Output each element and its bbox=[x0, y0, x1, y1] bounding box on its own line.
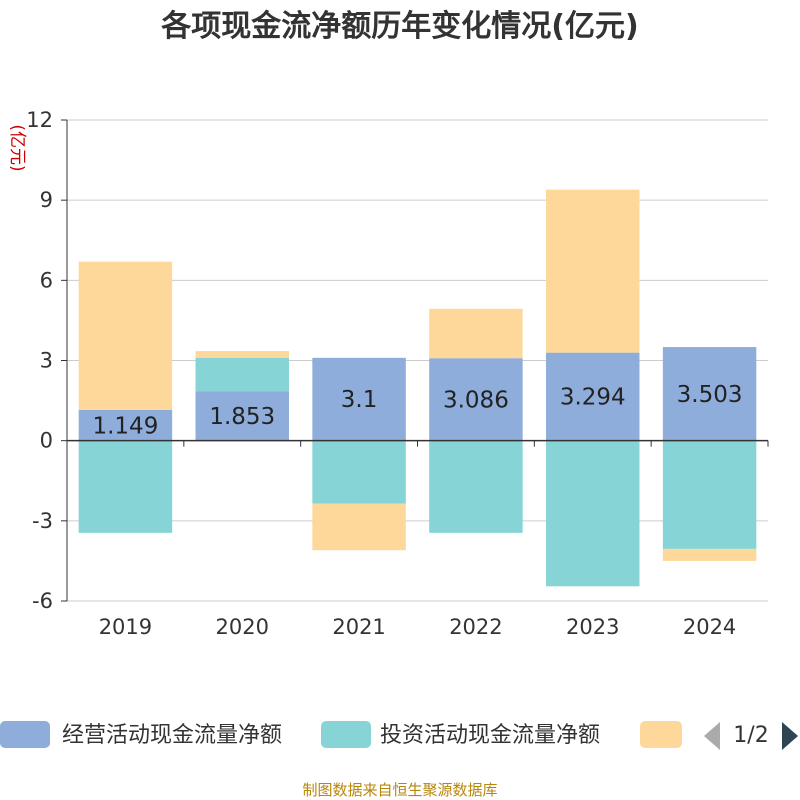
legend: 经营活动现金流量净额 投资活动现金流量净额 1/2 bbox=[0, 721, 798, 750]
x-tick-label: 2024 bbox=[683, 615, 736, 639]
bar-investing-2019[interactable] bbox=[78, 440, 173, 533]
bar-operating-2024[interactable] bbox=[662, 347, 757, 441]
legend-swatch-financing[interactable] bbox=[640, 721, 682, 748]
bar-operating-2021[interactable] bbox=[312, 357, 406, 441]
bar-operating-2019[interactable] bbox=[78, 409, 173, 441]
y-tick-label: -3 bbox=[32, 509, 53, 533]
data-label-2019: 1.149 bbox=[92, 413, 158, 439]
y-tick-label: 6 bbox=[40, 268, 53, 292]
legend-page-indicator: 1/2 bbox=[733, 723, 768, 748]
legend-swatch-investing[interactable] bbox=[321, 721, 371, 748]
y-tick-label: 9 bbox=[40, 188, 53, 212]
bar-investing-2023[interactable] bbox=[546, 440, 640, 587]
bar-financing-2021[interactable] bbox=[312, 503, 406, 551]
bar-investing-2022[interactable] bbox=[429, 440, 523, 533]
bar-financing-2020[interactable] bbox=[195, 351, 289, 358]
y-tick-label: 3 bbox=[40, 349, 53, 373]
x-tick-label: 2021 bbox=[332, 615, 385, 639]
bar-investing-2021[interactable] bbox=[312, 440, 406, 504]
x-tick-labels: 2019 2020 2021 2022 2023 2024 bbox=[99, 615, 737, 639]
bar-financing-2024[interactable] bbox=[662, 548, 757, 561]
grid-lines bbox=[67, 119, 768, 602]
legend-label-investing[interactable]: 投资活动现金流量净额 bbox=[380, 723, 600, 748]
bar-investing-2024[interactable] bbox=[662, 440, 757, 549]
data-labels: 1.149 1.853 3.1 3.086 3.294 3.503 bbox=[92, 382, 742, 439]
chart-title: 各项现金流净额历年变化情况(亿元) bbox=[160, 9, 638, 44]
bar-operating-2022[interactable] bbox=[429, 358, 523, 441]
axes bbox=[61, 119, 769, 602]
x-tick-label: 2023 bbox=[566, 615, 619, 639]
y-tick-label: 12 bbox=[26, 108, 53, 132]
bar-financing-2023[interactable] bbox=[546, 189, 640, 353]
source-note: 制图数据来自恒生聚源数据库 bbox=[302, 781, 497, 799]
legend-next-page-icon[interactable] bbox=[782, 722, 798, 750]
y-tick-label: -6 bbox=[32, 589, 53, 613]
y-tick-labels: -6 -3 0 3 6 9 12 bbox=[26, 108, 53, 613]
bars bbox=[78, 189, 757, 587]
bar-investing-2020[interactable] bbox=[195, 357, 289, 392]
data-label-2024: 3.503 bbox=[677, 382, 743, 408]
data-label-2023: 3.294 bbox=[560, 385, 626, 411]
data-label-2020: 1.853 bbox=[209, 404, 275, 430]
legend-prev-page-icon[interactable] bbox=[704, 722, 720, 750]
data-label-2022: 3.086 bbox=[443, 387, 509, 413]
y-tick-label: 0 bbox=[40, 429, 53, 453]
x-tick-label: 2022 bbox=[449, 615, 502, 639]
bar-financing-2019[interactable] bbox=[78, 261, 173, 410]
legend-label-operating[interactable]: 经营活动现金流量净额 bbox=[62, 723, 282, 748]
legend-swatch-operating[interactable] bbox=[0, 721, 50, 748]
bar-operating-2023[interactable] bbox=[546, 352, 640, 441]
x-tick-label: 2020 bbox=[216, 615, 269, 639]
bar-financing-2022[interactable] bbox=[429, 308, 523, 359]
y-axis-unit-label: (亿元) bbox=[7, 124, 27, 171]
x-tick-label: 2019 bbox=[99, 615, 152, 639]
bar-operating-2020[interactable] bbox=[195, 391, 289, 441]
data-label-2021: 3.1 bbox=[341, 387, 378, 413]
